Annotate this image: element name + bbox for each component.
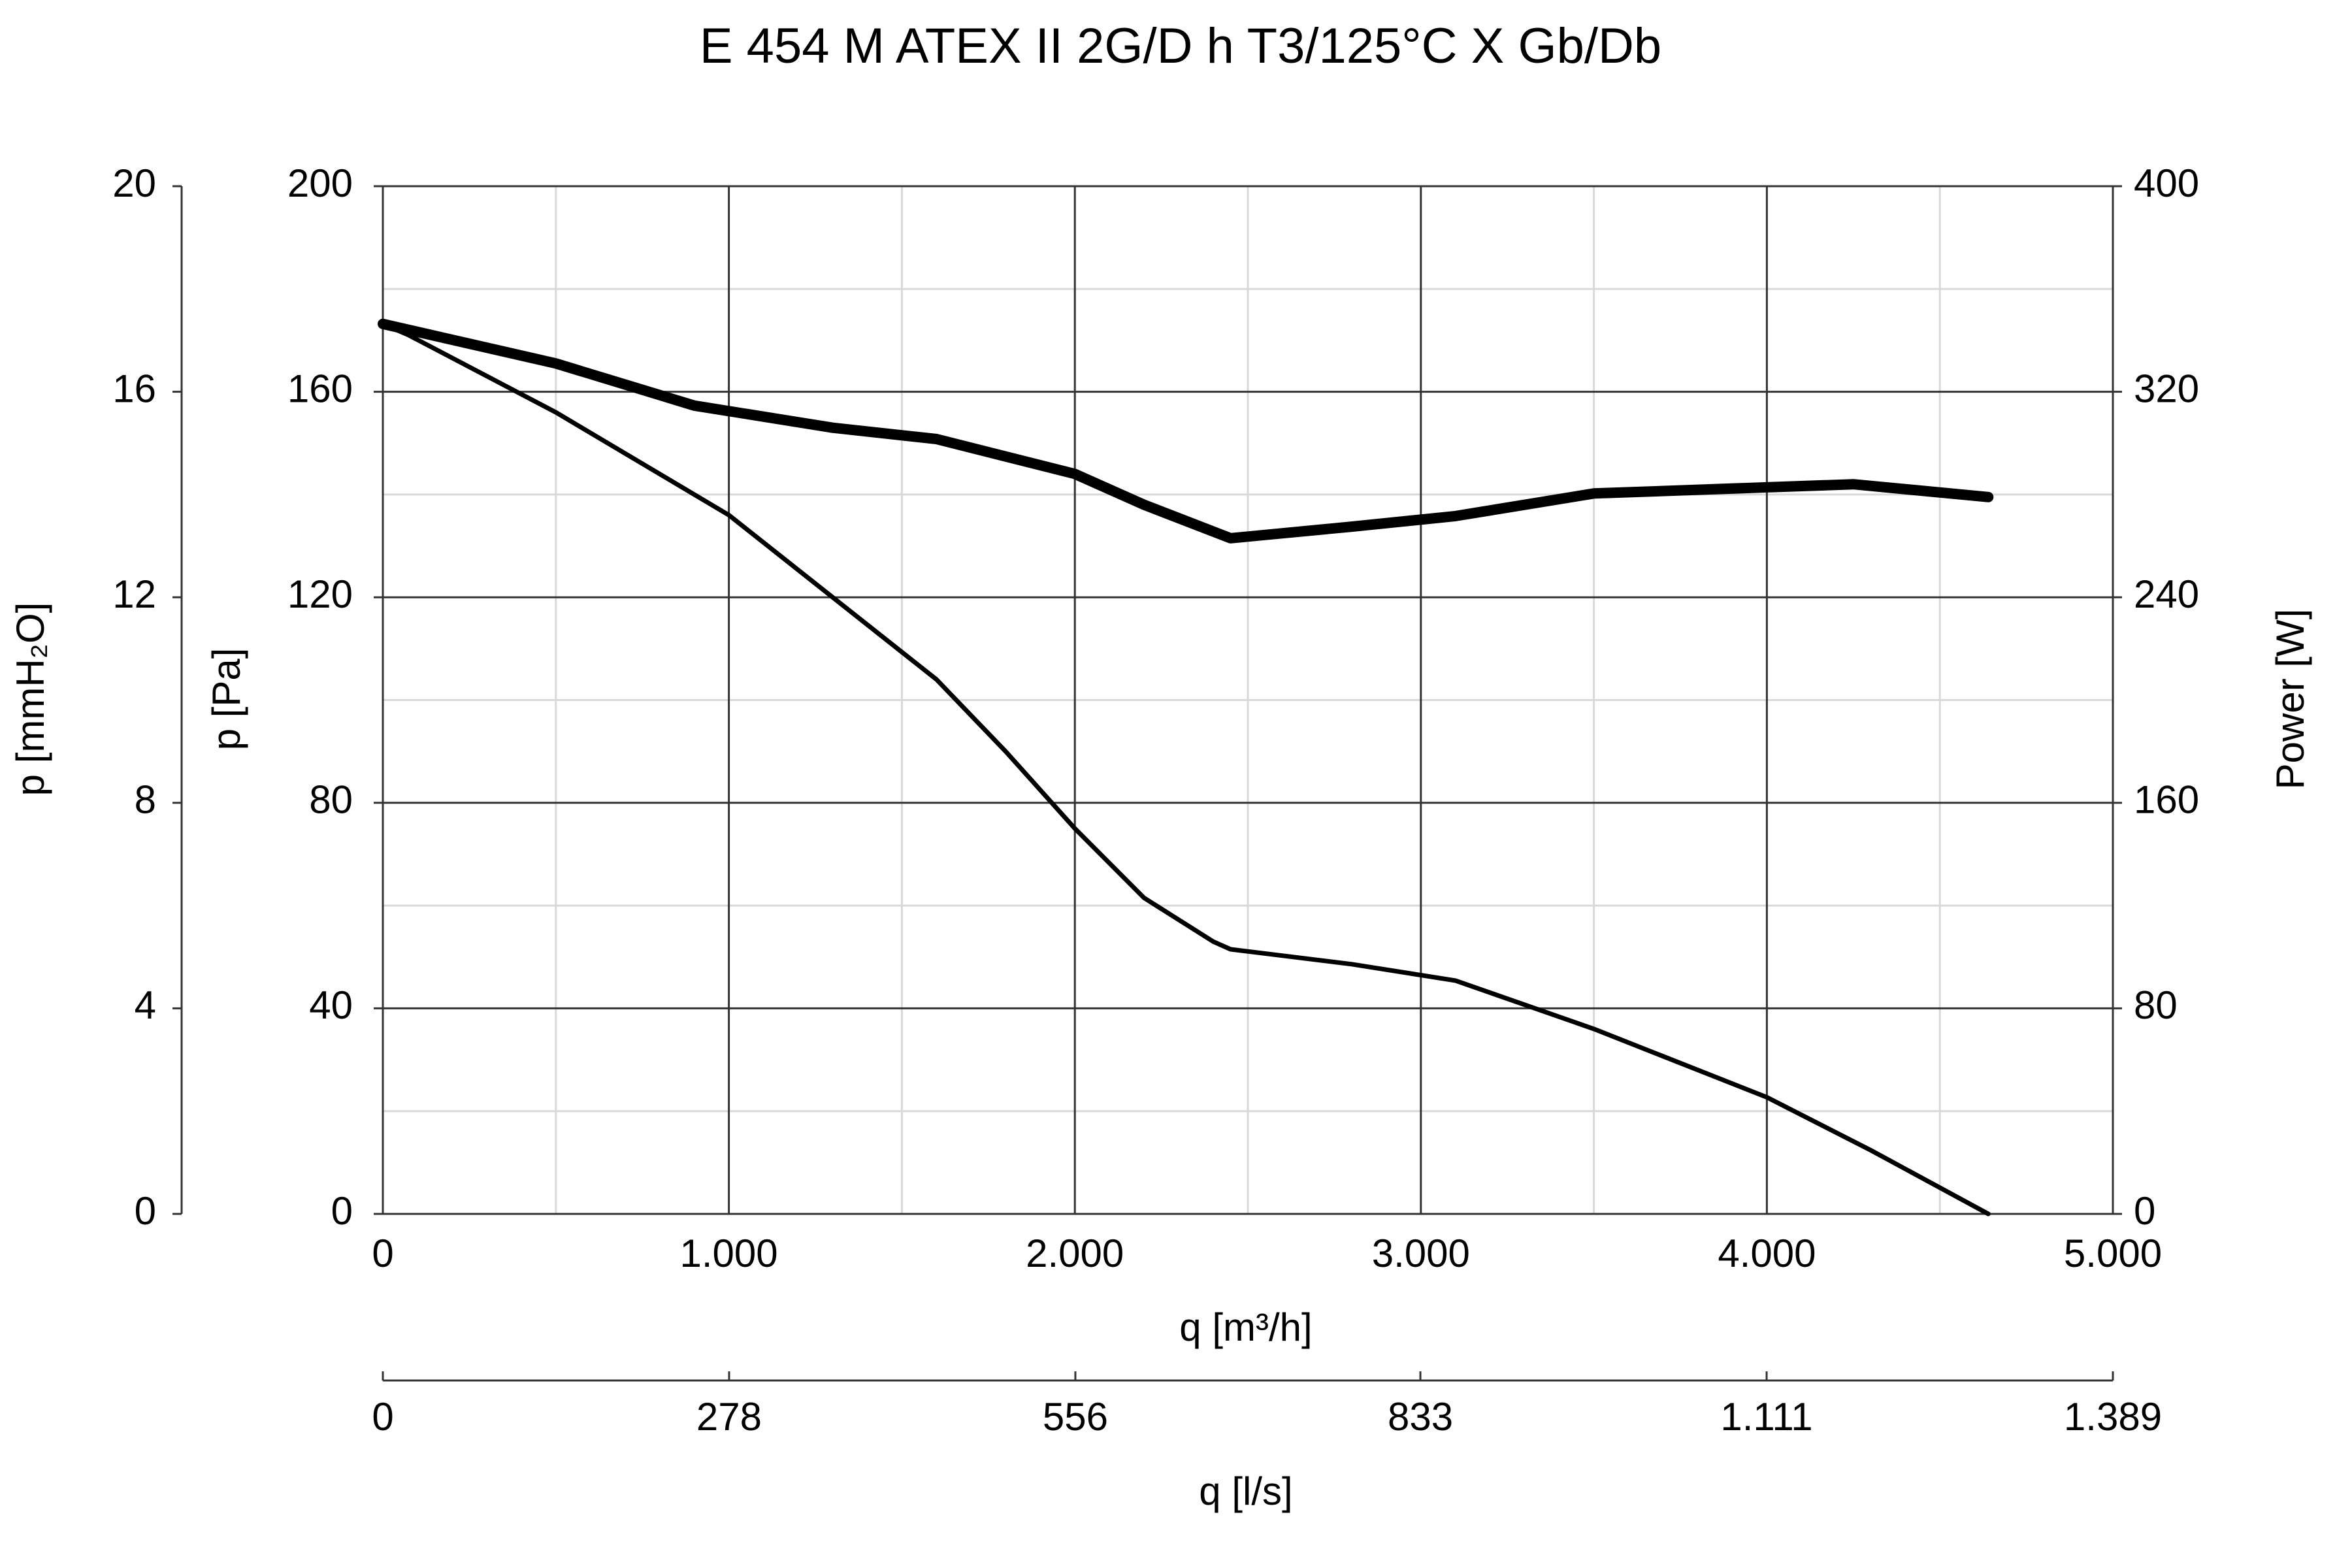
x-tick-label: 1.000 bbox=[680, 1232, 778, 1275]
y3-tick-label: 16 bbox=[112, 367, 156, 410]
y-tick-label: 40 bbox=[309, 983, 353, 1027]
y3-tick-label: 20 bbox=[112, 161, 156, 205]
plot-frame bbox=[382, 185, 2114, 1215]
x2-tick-label: 833 bbox=[1388, 1395, 1453, 1439]
x-tick-label: 4.000 bbox=[1718, 1232, 1816, 1275]
x-tick-label: 5.000 bbox=[2064, 1232, 2162, 1275]
series-line bbox=[380, 321, 1991, 1217]
y2-axis-title: Power [W] bbox=[2268, 609, 2312, 790]
y2-tick-label: 160 bbox=[2134, 778, 2199, 822]
y2-tick-label: 400 bbox=[2134, 161, 2199, 205]
x2-tick-label: 0 bbox=[372, 1395, 393, 1439]
y2-tick-label: 0 bbox=[2134, 1189, 2155, 1233]
x2-tick-label: 1.111 bbox=[1720, 1395, 1812, 1439]
y3-axis-title: p [mmH₂O] bbox=[8, 602, 52, 796]
y-tick-label: 120 bbox=[287, 572, 353, 616]
y3-tick-label: 8 bbox=[135, 778, 156, 822]
x-tick-label: 2.000 bbox=[1026, 1232, 1124, 1275]
y3-tick-label: 12 bbox=[112, 572, 156, 616]
y2-tick-label: 240 bbox=[2134, 572, 2199, 616]
y-tick-label: 200 bbox=[287, 161, 353, 205]
y2-tick-label: 320 bbox=[2134, 367, 2199, 410]
x2-tick-label: 556 bbox=[1043, 1395, 1108, 1439]
y-tick-label: 80 bbox=[309, 778, 353, 822]
x2-axis-title: q [l/s] bbox=[1199, 1469, 1292, 1513]
x-axis-title: q [m³/h] bbox=[1179, 1305, 1312, 1349]
y-axis-title: p [Pa] bbox=[204, 648, 248, 751]
y2-tick-label: 80 bbox=[2134, 983, 2178, 1027]
chart-title: E 454 M ATEX II 2G/D h T3/125°C X Gb/Db bbox=[700, 18, 1661, 74]
y-tick-label: 0 bbox=[331, 1189, 353, 1233]
x-tick-label: 3.000 bbox=[1372, 1232, 1470, 1275]
series-line bbox=[378, 318, 1994, 544]
y3-tick-label: 4 bbox=[135, 983, 156, 1027]
x2-tick-label: 278 bbox=[696, 1395, 762, 1439]
y3-tick-label: 0 bbox=[135, 1189, 156, 1233]
x-tick-label: 0 bbox=[372, 1232, 393, 1275]
y-tick-label: 160 bbox=[287, 367, 353, 410]
x2-tick-label: 1.389 bbox=[2064, 1395, 2162, 1439]
